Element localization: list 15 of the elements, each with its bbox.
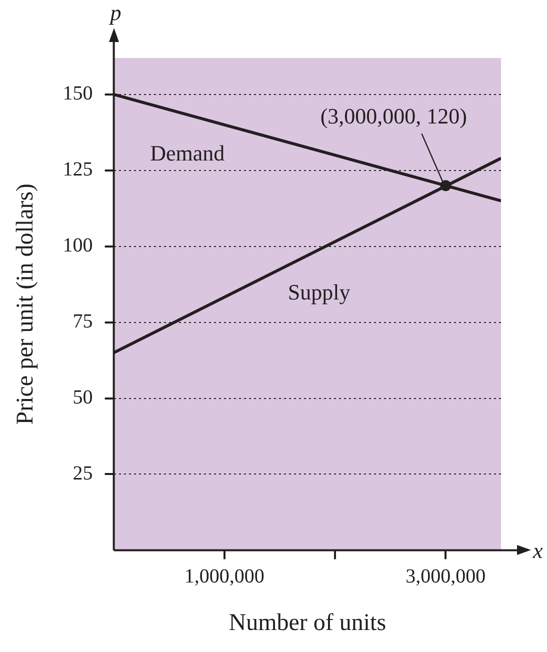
- y-tick-label: 25: [72, 462, 93, 484]
- y-tick-label: 75: [72, 310, 93, 333]
- text: p: [108, 0, 122, 25]
- y-axis-title: Price per unit (in dollars): [12, 183, 39, 425]
- y-tick-label: 150: [62, 82, 93, 105]
- series-label: Supply: [288, 279, 350, 304]
- x-tick-label: 3,000,000: [406, 565, 486, 588]
- annotation: (3,000,000, 120): [320, 103, 468, 128]
- text: x: [532, 538, 543, 563]
- y-tick-label: 100: [62, 234, 93, 257]
- y-tick-label: 125: [62, 158, 93, 181]
- x-tick-label: 1,000,000: [184, 565, 264, 588]
- series-label: Demand: [150, 140, 225, 166]
- y-tick-label: 50: [72, 386, 93, 409]
- x-axis-title: Number of units: [228, 610, 386, 636]
